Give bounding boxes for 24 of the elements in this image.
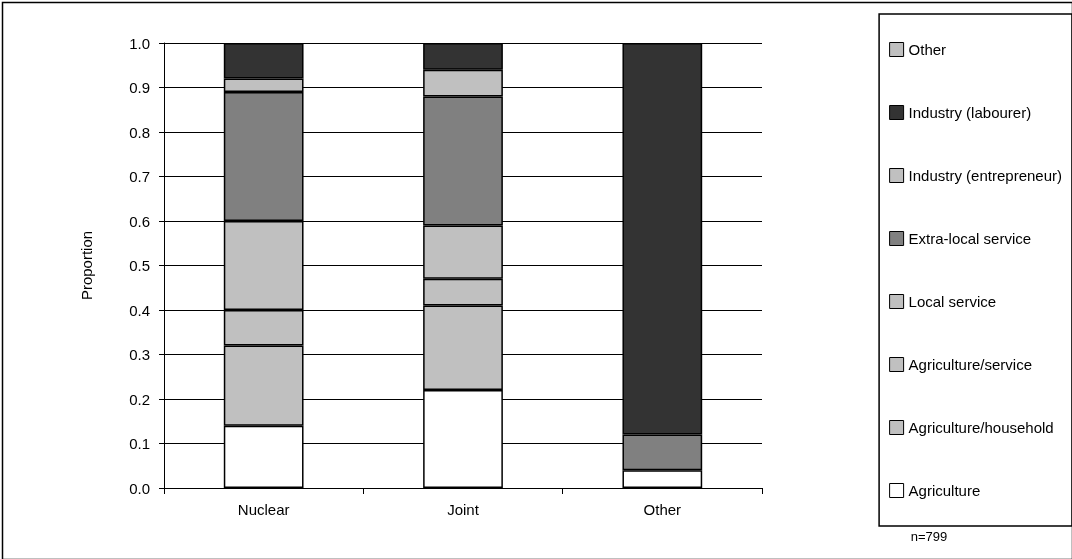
legend-label: Agriculture <box>908 482 981 499</box>
x-tick-label: Nuclear <box>237 501 290 518</box>
x-tick-label: Other <box>643 501 682 518</box>
y-tick-label: 0.4 <box>129 301 150 319</box>
y-tick-label: 0.6 <box>129 212 150 230</box>
y-tick-label: 0.8 <box>129 123 150 141</box>
y-tick-label: 0.9 <box>129 79 150 96</box>
legend-label: Agriculture/household <box>908 419 1054 436</box>
legend-label: Extra-local service <box>908 230 1032 247</box>
y-tick-label: 1.0 <box>129 34 150 52</box>
y-tick-label: 0.1 <box>129 435 150 452</box>
legend-label: Industry (entrepreneur) <box>908 167 1062 184</box>
y-tick-label: 0.7 <box>129 168 150 185</box>
y-axis-title: Proportion <box>78 230 95 301</box>
y-tick-label: 0.3 <box>129 346 150 363</box>
legend-label: Local service <box>908 293 997 310</box>
legend-label: Industry (labourer) <box>908 104 1032 121</box>
x-tick-label: Joint <box>447 501 480 518</box>
y-tick-label: 0.0 <box>129 479 150 497</box>
text: n=799 <box>910 529 948 544</box>
y-tick-label: 0.5 <box>129 257 150 274</box>
y-tick-label: 0.2 <box>129 390 150 408</box>
legend-label: Other <box>908 41 947 58</box>
legend-label: Agriculture/service <box>908 356 1032 373</box>
